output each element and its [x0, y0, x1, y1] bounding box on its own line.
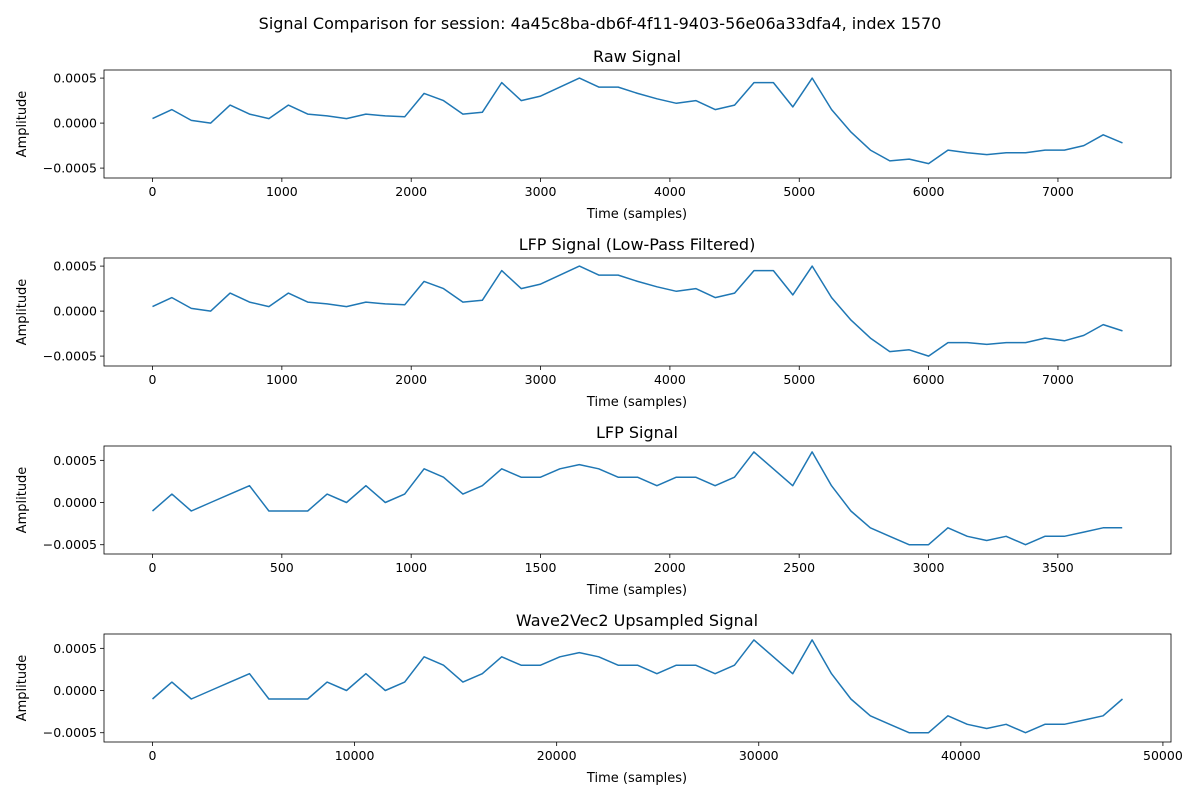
axes-frame [103, 257, 1172, 367]
x-tick-label: 3000 [525, 372, 557, 387]
y-tick-label: 0.0005 [53, 71, 97, 86]
x-tick-label: 3000 [525, 184, 557, 199]
x-tick-label: 10000 [335, 748, 375, 763]
signal-line [152, 265, 1123, 357]
x-tick-label: 6000 [913, 184, 945, 199]
y-tick-label: 0.0005 [53, 453, 97, 468]
y-axis-label: Amplitude [15, 467, 30, 534]
subplot-raw-signal: Raw Signal Time (samples) Amplitude 0 100… [15, 47, 1172, 222]
signal-line [152, 639, 1123, 734]
x-tick-label: 2500 [783, 560, 815, 575]
x-tick-label: 0 [149, 748, 157, 763]
subplot-title: Wave2Vec2 Upsampled Signal [516, 611, 758, 630]
y-tick-label: −0.0005 [43, 725, 97, 740]
x-tick-label: 30000 [739, 748, 779, 763]
subplot-title: LFP Signal [596, 423, 678, 442]
y-axis-label: Amplitude [15, 91, 30, 158]
x-tick-label: 5000 [783, 372, 815, 387]
x-tick-label: 50000 [1143, 748, 1183, 763]
x-axis-label: Time (samples) [586, 771, 687, 786]
x-tick-label: 1500 [525, 560, 557, 575]
y-axis-label: Amplitude [15, 655, 30, 722]
figure-suptitle: Signal Comparison for session: 4a45c8ba-… [259, 14, 942, 33]
x-tick-label: 1000 [266, 184, 298, 199]
x-tick-label: 3000 [913, 560, 945, 575]
axes-frame [103, 633, 1172, 743]
subplot-wave2vec2-upsampled: Wave2Vec2 Upsampled Signal Time (samples… [15, 611, 1183, 786]
x-tick-label: 1000 [266, 372, 298, 387]
x-axis-label: Time (samples) [586, 395, 687, 410]
x-tick-label: 4000 [654, 184, 686, 199]
x-tick-label: 500 [270, 560, 294, 575]
x-tick-label: 20000 [537, 748, 577, 763]
y-tick-label: −0.0005 [43, 161, 97, 176]
x-tick-label: 7000 [1042, 184, 1074, 199]
signal-line [152, 77, 1123, 165]
x-tick-label: 1000 [395, 560, 427, 575]
y-tick-label: −0.0005 [43, 537, 97, 552]
axes-frame [103, 445, 1172, 555]
subplot-lfp-signal: LFP Signal Time (samples) Amplitude 0 500… [15, 423, 1172, 598]
x-tick-label: 0 [149, 184, 157, 199]
x-tick-label: 40000 [941, 748, 981, 763]
x-tick-label: 2000 [654, 560, 686, 575]
y-tick-label: 0.0000 [53, 116, 97, 131]
axes-frame [103, 69, 1172, 179]
x-tick-label: 2000 [395, 372, 427, 387]
y-tick-label: 0.0000 [53, 683, 97, 698]
y-tick-label: 0.0000 [53, 495, 97, 510]
y-tick-label: 0.0000 [53, 304, 97, 319]
x-axis-label: Time (samples) [586, 583, 687, 598]
y-tick-label: 0.0005 [53, 259, 97, 274]
x-tick-label: 6000 [913, 372, 945, 387]
x-tick-label: 0 [149, 372, 157, 387]
subplot-lfp-low-pass: LFP Signal (Low-Pass Filtered) Time (sam… [15, 235, 1172, 410]
x-axis-label: Time (samples) [586, 207, 687, 222]
y-tick-label: −0.0005 [43, 349, 97, 364]
x-tick-label: 4000 [654, 372, 686, 387]
y-axis-label: Amplitude [15, 279, 30, 346]
x-tick-label: 3500 [1042, 560, 1074, 575]
x-tick-label: 5000 [783, 184, 815, 199]
subplot-title: LFP Signal (Low-Pass Filtered) [519, 235, 756, 254]
y-tick-label: 0.0005 [53, 641, 97, 656]
subplot-title: Raw Signal [593, 47, 681, 66]
x-tick-label: 2000 [395, 184, 427, 199]
x-tick-label: 0 [149, 560, 157, 575]
x-tick-label: 7000 [1042, 372, 1074, 387]
signal-line [152, 451, 1123, 546]
